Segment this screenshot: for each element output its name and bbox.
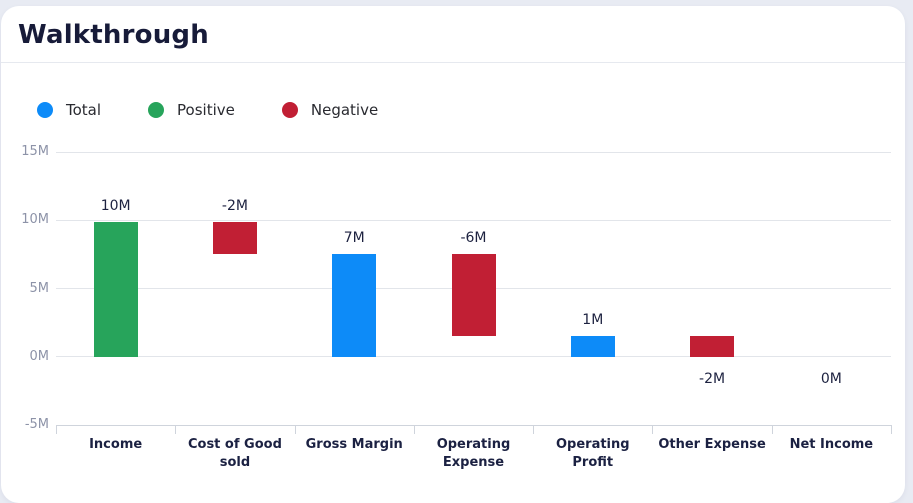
gridline-0M <box>56 356 891 358</box>
bar-value-label: -6M <box>460 229 487 246</box>
gridline--5M <box>56 424 891 426</box>
x-axis-tick <box>175 425 177 434</box>
y-axis-tick-label: 10M <box>21 212 49 228</box>
chart-legend: Total Positive Negative <box>37 99 905 121</box>
x-axis-category-label: Income <box>89 437 143 452</box>
legend-item-positive[interactable]: Positive <box>148 101 235 119</box>
x-axis-category-label: Operating Profit <box>555 437 630 471</box>
header-divider <box>1 62 905 63</box>
waterfall-bar-negative[interactable] <box>212 221 257 254</box>
x-axis-category-label: Gross Margin <box>305 437 403 452</box>
x-axis-category-label: Cost of Good sold <box>187 437 282 471</box>
x-axis-category-label: Other Expense <box>658 437 766 452</box>
waterfall-bar-positive[interactable] <box>93 221 138 357</box>
x-axis-tick <box>891 425 892 434</box>
bar-value-label: 1M <box>582 311 604 328</box>
legend-label: Total <box>66 101 102 119</box>
waterfall-bar-total[interactable] <box>570 335 615 357</box>
x-axis-tick <box>771 425 773 434</box>
x-axis-category-label: Operating Expense <box>436 437 511 471</box>
legend-label: Positive <box>177 101 235 119</box>
bar-value-label: 10M <box>100 197 131 214</box>
x-axis-tick <box>413 425 415 434</box>
x-axis-category-label: Net Income <box>789 437 874 452</box>
page-title: Walkthrough <box>18 20 209 50</box>
waterfall-chart: 15M 10M 5M 0M -5M 10M Income -2M Cost of Good so… <box>1 144 905 482</box>
y-axis-tick-label: 15M <box>21 144 49 159</box>
legend-dot-negative <box>281 102 298 118</box>
y-axis-tick-label: 5M <box>29 280 50 296</box>
bar-value-label: 0M <box>820 370 842 387</box>
x-axis-tick <box>294 425 296 434</box>
waterfall-bar-negative[interactable] <box>690 335 735 357</box>
legend-dot-total <box>37 102 53 118</box>
bar-value-label: -2M <box>699 370 726 387</box>
walkthrough-card: Walkthrough Total Positive Negative 15M 10M… <box>1 6 905 503</box>
legend-label: Negative <box>310 101 379 119</box>
waterfall-bar-negative[interactable] <box>451 253 496 336</box>
card-header: Walkthrough <box>1 6 905 62</box>
bar-value-label: 7M <box>343 229 365 246</box>
x-axis-tick <box>533 425 535 434</box>
gridline-15M <box>56 151 891 153</box>
y-axis-tick-label: -5M <box>24 417 49 432</box>
y-axis-tick-label: 0M <box>29 348 50 364</box>
waterfall-bar-total[interactable] <box>332 253 377 357</box>
legend-item-total[interactable]: Total <box>37 101 101 119</box>
legend-item-negative[interactable]: Negative <box>281 101 379 119</box>
bar-value-label: -2M <box>221 197 248 214</box>
x-axis-tick <box>652 425 654 434</box>
legend-dot-positive <box>148 102 165 118</box>
gridline-10M <box>56 219 891 221</box>
x-axis-tick <box>56 425 57 434</box>
